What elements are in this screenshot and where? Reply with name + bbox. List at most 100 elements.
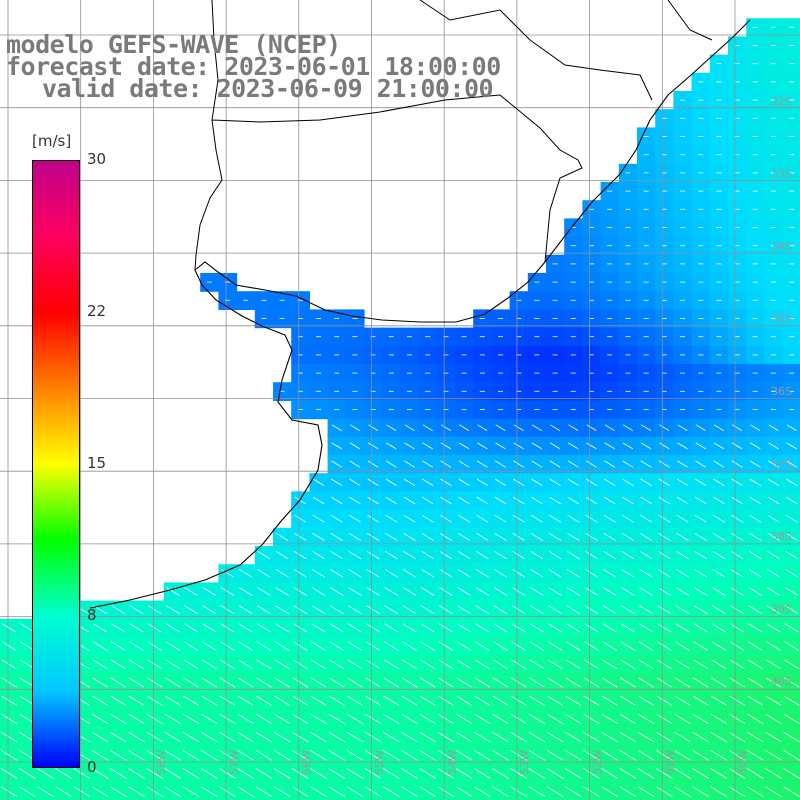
wind-arrow <box>492 786 509 798</box>
wind-speed-cell <box>145 782 165 800</box>
wind-arrow <box>437 713 455 725</box>
wind-arrow <box>293 569 307 578</box>
wind-speed-cell <box>91 782 110 800</box>
wind-arrow <box>674 749 691 761</box>
wind-arrow <box>368 424 379 431</box>
wind-arrow <box>347 641 363 651</box>
wind-arrow <box>129 605 144 615</box>
wind-speed-cell <box>782 764 800 784</box>
wind-arrow <box>311 623 326 633</box>
wind-arrow <box>640 496 652 505</box>
wind-arrow <box>583 659 600 670</box>
wind-arrow <box>511 623 526 633</box>
wind-arrow <box>619 768 637 779</box>
wind-arrow <box>347 659 363 670</box>
wind-arrow <box>365 623 381 633</box>
wind-arrow <box>364 786 382 798</box>
wind-arrow <box>476 460 488 468</box>
wind-arrow <box>692 749 710 761</box>
wind-arrow <box>511 641 527 651</box>
wind-speed-cell <box>782 509 800 529</box>
wind-arrow <box>495 442 506 450</box>
wind-arrow <box>109 768 127 779</box>
wind-arrow <box>147 659 163 670</box>
wind-arrow <box>420 605 435 615</box>
wind-arrow <box>382 731 400 743</box>
wind-arrow <box>237 731 255 743</box>
wind-speed-cell <box>291 782 310 800</box>
wind-arrow <box>330 496 343 505</box>
wind-arrow <box>92 659 108 670</box>
wind-arrow <box>783 713 800 725</box>
wind-arrow <box>748 569 762 578</box>
wind-arrow <box>713 424 724 431</box>
wind-arrow <box>655 786 673 798</box>
wind-arrow <box>711 641 727 651</box>
wind-arrow <box>365 641 381 651</box>
wind-arrow <box>692 768 710 779</box>
lon-label: 55W <box>373 750 386 775</box>
wind-arrow <box>512 550 526 560</box>
wind-arrow <box>366 569 380 578</box>
wind-arrow <box>402 569 417 578</box>
wind-arrow <box>456 623 472 633</box>
wind-arrow <box>657 569 671 578</box>
wind-arrow <box>749 460 761 468</box>
wind-arrow <box>385 460 397 468</box>
wind-arrow <box>274 623 290 633</box>
wind-arrow <box>529 623 545 633</box>
wind-arrow <box>512 532 525 541</box>
wind-arrow <box>0 713 18 725</box>
wind-arrow <box>292 695 309 706</box>
wind-arrow <box>601 713 618 725</box>
wind-arrow <box>384 550 398 560</box>
wind-arrow <box>331 442 342 450</box>
wind-speed-cell <box>582 782 602 800</box>
wind-arrow <box>674 713 691 725</box>
wind-arrow <box>347 677 363 688</box>
wind-arrow <box>365 677 381 688</box>
wind-speed-cell <box>782 746 800 765</box>
wind-arrow <box>784 587 799 596</box>
wind-arrow <box>531 424 542 431</box>
wind-arrow <box>109 749 127 761</box>
wind-arrow <box>403 478 416 486</box>
wind-arrow <box>219 695 236 706</box>
wind-arrow <box>602 623 617 633</box>
wind-arrow <box>238 605 253 615</box>
wind-arrow <box>783 695 800 706</box>
wind-speed-cell <box>36 782 56 800</box>
wind-arrow <box>91 713 109 725</box>
wind-arrow <box>675 641 690 651</box>
wind-arrow <box>294 496 307 505</box>
wind-arrow <box>564 768 582 779</box>
wind-arrow <box>513 478 525 486</box>
lon-label: 52W <box>591 750 604 775</box>
wind-arrow <box>604 478 616 486</box>
wind-arrow <box>329 623 344 633</box>
wind-arrow <box>639 550 653 560</box>
wind-arrow <box>201 695 218 706</box>
wind-arrows <box>0 26 800 798</box>
wind-arrow <box>458 514 471 523</box>
wind-arrow <box>585 478 598 486</box>
wind-arrow <box>602 587 617 596</box>
wind-arrow <box>677 460 688 468</box>
lon-label: 56W <box>300 750 313 775</box>
wind-arrow <box>638 623 654 633</box>
wind-arrow <box>494 550 507 560</box>
wind-arrow <box>364 768 382 779</box>
wind-arrow <box>713 460 725 468</box>
wind-arrow <box>401 786 418 798</box>
wind-arrow <box>528 731 546 743</box>
wind-arrow <box>785 569 799 578</box>
wind-arrow <box>546 768 564 779</box>
lat-label: 33S <box>771 167 792 180</box>
lat-label: 36S <box>771 385 792 398</box>
wind-arrow <box>420 587 435 596</box>
wind-arrow <box>695 478 707 486</box>
wind-arrow <box>765 677 782 688</box>
wind-arrow <box>731 514 744 523</box>
wind-arrow <box>402 641 417 651</box>
wind-arrow <box>584 641 599 651</box>
